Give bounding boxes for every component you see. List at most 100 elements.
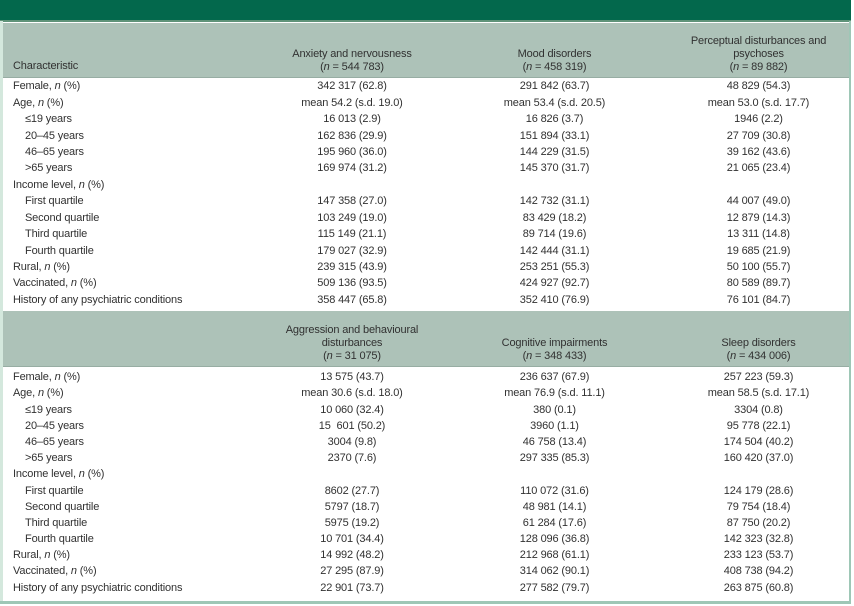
cell-value: 169 974 (31.2) bbox=[317, 162, 387, 175]
cell-value: 46 758 (13.4) bbox=[522, 435, 587, 448]
cell-value: mean 53.4 (s.d. 20.5) bbox=[503, 96, 606, 109]
table-upper-section: Characteristic Anxiety and nervousness (n… bbox=[0, 23, 851, 308]
table-row: Female, n (%) 342 317 (62.8) 291 842 (63.7… bbox=[0, 78, 851, 94]
cell-value: 50 100 (55.7) bbox=[726, 261, 791, 274]
cell-value: 128 096 (36.8) bbox=[519, 533, 590, 546]
row-label: Third quartile bbox=[25, 228, 88, 241]
table-lower-section: Aggression and behavioural disturbances (n… bbox=[0, 311, 851, 596]
row-label: 20–45 years bbox=[25, 129, 84, 142]
column-header: Sleep disorders (n = 434 006) bbox=[657, 311, 846, 367]
cell-value: 147 358 (27.0) bbox=[317, 195, 387, 208]
table-row: Income level, n (%) bbox=[0, 177, 851, 193]
cell-value: 142 444 (31.1) bbox=[519, 244, 590, 257]
cell-value: 257 223 (59.3) bbox=[723, 371, 794, 384]
table-row: Rural, n (%) 14 992 (48.2) 212 968 (61.1) 2… bbox=[0, 547, 851, 563]
cell-value: 5975 (19.2) bbox=[324, 516, 380, 529]
cell-value: 162 836 (29.9) bbox=[317, 129, 387, 142]
table-row: Vaccinated, n (%) 27 295 (87.9) 314 062 (9… bbox=[0, 563, 851, 579]
column-header: Anxiety and nervousness (n = 544 783) bbox=[252, 23, 452, 78]
cell-value: 3304 (0.8) bbox=[734, 403, 783, 416]
cell-value: 48 829 (54.3) bbox=[726, 80, 791, 93]
column-header-title-line: Cognitive impairments bbox=[501, 337, 608, 350]
cell-value: 27 709 (30.8) bbox=[726, 129, 791, 142]
table-row: 20–45 years 15 601 (50.2) 3960 (1.1) 95 778… bbox=[0, 418, 851, 434]
table-row: First quartile 147 358 (27.0) 142 732 (31.… bbox=[0, 193, 851, 209]
column-header-n-count: (n = 544 783) bbox=[320, 61, 384, 73]
column-header-title-line: disturbances bbox=[321, 337, 383, 350]
column-header-empty bbox=[0, 311, 252, 367]
cell-value: mean 30.6 (s.d. 18.0) bbox=[301, 387, 403, 400]
table-row: >65 years 169 974 (31.2) 145 370 (31.7) 21 … bbox=[0, 160, 851, 176]
cell-value: 89 714 (19.6) bbox=[522, 228, 587, 241]
table-row: Age, n (%) mean 30.6 (s.d. 18.0) mean 76.9… bbox=[0, 385, 851, 401]
table-row: Second quartile 103 249 (19.0) 83 429 (18.… bbox=[0, 210, 851, 226]
cell-value: 15 601 (50.2) bbox=[318, 419, 386, 432]
table-top-bar bbox=[0, 0, 851, 22]
column-header-characteristic: Characteristic bbox=[0, 23, 252, 78]
table-row: First quartile 8602 (27.7) 110 072 (31.6) 1… bbox=[0, 482, 851, 498]
cell-value: 277 582 (79.7) bbox=[519, 581, 590, 594]
table-row: Second quartile 5797 (18.7) 48 981 (14.1) 7… bbox=[0, 499, 851, 515]
table-row: 46–65 years 195 960 (36.0) 144 229 (31.5) 3… bbox=[0, 144, 851, 160]
cell-value: 2370 (7.6) bbox=[327, 452, 377, 465]
cell-value: 144 229 (31.5) bbox=[519, 145, 590, 158]
cell-value: 83 429 (18.2) bbox=[522, 211, 587, 224]
cell-value: 174 504 (40.2) bbox=[723, 435, 794, 448]
cell-value: 87 750 (20.2) bbox=[726, 516, 791, 529]
cell-value: 239 315 (43.9) bbox=[317, 261, 387, 274]
table-row: Female, n (%) 13 575 (43.7) 236 637 (67.9)… bbox=[0, 369, 851, 385]
row-label: Vaccinated, n (%) bbox=[13, 277, 97, 290]
cell-value: 48 981 (14.1) bbox=[522, 500, 587, 513]
cell-value: 151 894 (33.1) bbox=[519, 129, 590, 142]
cell-value: 253 251 (55.3) bbox=[519, 261, 590, 274]
cell-value: 124 179 (28.6) bbox=[723, 484, 794, 497]
column-header-title-line: Aggression and behavioural bbox=[285, 324, 419, 337]
cell-value: 115 149 (21.1) bbox=[317, 228, 387, 241]
row-label: First quartile bbox=[25, 484, 84, 497]
cell-value: 291 842 (63.7) bbox=[519, 80, 590, 93]
table-row: >65 years 2370 (7.6) 297 335 (85.3) 160 420… bbox=[0, 450, 851, 466]
column-header-n-count: (n = 458 319) bbox=[522, 61, 587, 73]
cell-value: 95 778 (22.1) bbox=[726, 419, 791, 432]
cell-value: 13 575 (43.7) bbox=[320, 371, 384, 384]
table-row: Third quartile 115 149 (21.1) 89 714 (19.6… bbox=[0, 226, 851, 242]
row-label: First quartile bbox=[25, 195, 84, 208]
cell-value: 79 754 (18.4) bbox=[726, 500, 791, 513]
cell-value: 22 901 (73.7) bbox=[320, 581, 384, 594]
cell-value: 10 701 (34.4) bbox=[320, 533, 384, 546]
cell-value: 39 162 (43.6) bbox=[726, 145, 791, 158]
table-row: History of any psychiatric conditions 22 … bbox=[0, 580, 851, 596]
cell-value: 44 007 (49.0) bbox=[726, 195, 791, 208]
cell-value: 160 420 (37.0) bbox=[723, 452, 794, 465]
cell-value: 297 335 (85.3) bbox=[519, 452, 590, 465]
lower-header-band: Aggression and behavioural disturbances (n… bbox=[0, 311, 851, 368]
row-label: >65 years bbox=[25, 452, 73, 465]
table-row: Income level, n (%) bbox=[0, 466, 851, 482]
table-row: ≤19 years 16 013 (2.9) 16 826 (3.7) 1946 (2… bbox=[0, 111, 851, 127]
cell-value: 233 123 (53.7) bbox=[723, 549, 794, 562]
cell-value: 142 732 (31.1) bbox=[519, 195, 590, 208]
table-row: Rural, n (%) 239 315 (43.9) 253 251 (55.3)… bbox=[0, 259, 851, 275]
row-label: Female, n (%) bbox=[13, 80, 81, 93]
cell-value: 19 685 (21.9) bbox=[726, 244, 791, 257]
characteristic-label: Characteristic bbox=[13, 60, 79, 72]
row-label: Second quartile bbox=[25, 500, 100, 513]
column-header-title-line: Anxiety and nervousness bbox=[292, 48, 412, 60]
cell-value: 509 136 (93.5) bbox=[317, 277, 387, 290]
cell-value: 8602 (27.7) bbox=[324, 484, 380, 497]
cell-value: 263 875 (60.8) bbox=[723, 581, 794, 594]
row-label: Age, n (%) bbox=[13, 387, 64, 400]
column-header-n-count: (n = 434 006) bbox=[726, 350, 791, 363]
cell-value: 236 637 (67.9) bbox=[519, 371, 590, 384]
table-row: Age, n (%) mean 54.2 (s.d. 19.0) mean 53.4… bbox=[0, 94, 851, 110]
lower-table-body: Female, n (%) 13 575 (43.7) 236 637 (67.9)… bbox=[0, 369, 851, 596]
table-row: 46–65 years 3004 (9.8) 46 758 (13.4) 174 50… bbox=[0, 434, 851, 450]
table-row: ≤19 years 10 060 (32.4) 380 (0.1) 3304 (0.8… bbox=[0, 402, 851, 418]
column-header: Cognitive impairments (n = 348 433) bbox=[452, 311, 657, 367]
cell-value: 21 065 (23.4) bbox=[726, 162, 791, 175]
row-label: Vaccinated, n (%) bbox=[13, 565, 97, 578]
cell-value: mean 76.9 (s.d. 11.1) bbox=[504, 387, 605, 400]
row-label: ≤19 years bbox=[25, 113, 72, 126]
row-label: Income level, n (%) bbox=[13, 468, 105, 481]
